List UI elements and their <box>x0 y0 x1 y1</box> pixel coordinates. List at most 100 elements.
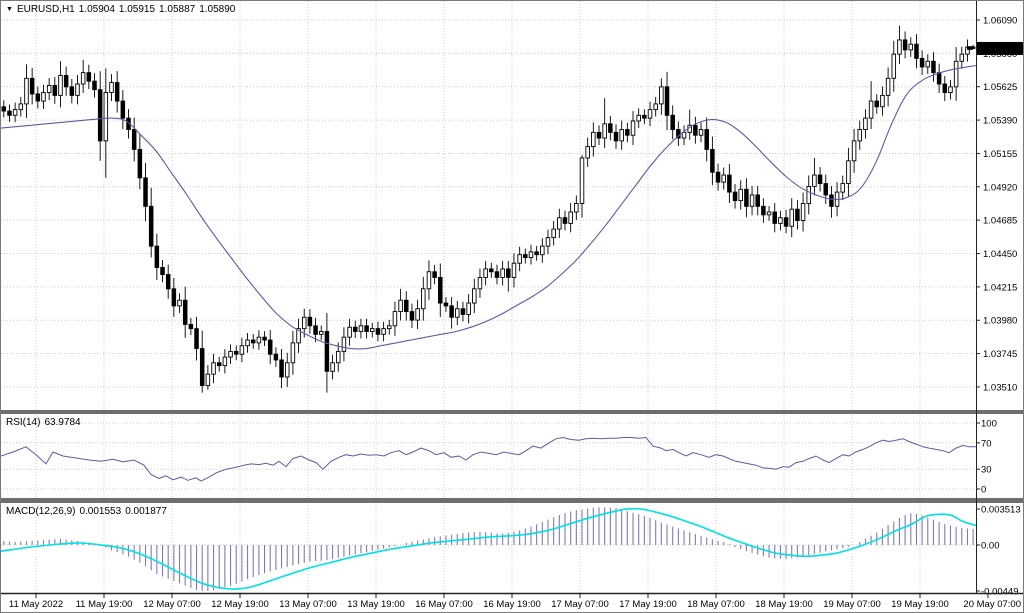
time-axis-label: 16 May 19:00 <box>483 599 541 610</box>
candle-bull <box>885 77 891 96</box>
candle-bull <box>568 211 573 224</box>
candle-bull <box>653 103 658 111</box>
candle-bear <box>664 86 670 116</box>
time-axis-label: 18 May 19:00 <box>755 599 813 610</box>
rsi-axis-label: 30 <box>981 465 992 476</box>
candle-bear <box>523 254 528 258</box>
candle-bear <box>233 350 239 355</box>
candle-bull <box>953 60 959 88</box>
candle-bear <box>194 328 199 350</box>
macd-axis-label: -0.00449 <box>981 586 1019 597</box>
macd-indicator-label: MACD(12,26,9) 0.001553 0.001877 <box>6 506 171 517</box>
candle-bear <box>772 211 777 224</box>
candle-bull <box>466 302 471 315</box>
time-axis-label: 11 May 19:00 <box>76 599 133 610</box>
macd-panel <box>1 507 977 591</box>
time-axis-label: 11 May 2022 <box>9 599 63 610</box>
candle-bear <box>732 191 738 202</box>
candle-bear <box>307 316 313 327</box>
candle-bear <box>267 339 273 355</box>
candle-bull <box>778 217 783 224</box>
candle-bull <box>330 362 335 372</box>
candle-bull <box>290 342 296 364</box>
candle-bear <box>460 308 466 315</box>
ohlc-close-value: 1.05890 <box>199 4 236 15</box>
candle-bear <box>131 129 137 150</box>
macd-axis-label: 0.003513 <box>981 505 1021 516</box>
candle-bull <box>46 84 52 93</box>
candle-bear <box>596 131 602 139</box>
candle-bear <box>432 271 437 278</box>
candle-bull <box>103 92 109 142</box>
ohlc-open-value: 1.05904 <box>78 4 115 15</box>
candle-bear <box>942 83 948 93</box>
candle-bull <box>301 316 307 330</box>
moving-average-line <box>1 64 977 350</box>
candle-bull <box>296 328 301 344</box>
candle-bear <box>160 267 165 276</box>
candle-bull <box>477 276 483 290</box>
price-axis[interactable]: 1.060901.058601.056251.053901.051551.049… <box>976 1 1021 597</box>
candle-bear <box>704 129 709 150</box>
candle-bull <box>551 228 556 239</box>
time-axis-label: 16 May 07:00 <box>415 599 473 610</box>
candle-bull <box>455 308 460 318</box>
candle-bear <box>817 174 823 185</box>
candle-bear <box>693 124 698 136</box>
candle-bull <box>636 114 641 122</box>
candle-bear <box>114 82 120 102</box>
current-price-tag-text: 1.05890 <box>982 44 1016 55</box>
candle-bear <box>755 194 760 207</box>
candle-bull <box>358 325 364 332</box>
candle-bull <box>347 326 352 338</box>
current-price-tag-bg <box>977 41 1023 55</box>
current-price-tag: 1.05890 <box>977 41 1023 55</box>
candle-bear <box>154 245 160 268</box>
candle-bull <box>749 194 755 207</box>
candle-bear <box>562 217 568 224</box>
candle-bear <box>35 93 41 102</box>
candle-bull <box>341 336 347 352</box>
candle-bear <box>404 299 409 313</box>
candle-bull <box>591 131 596 148</box>
candle-bull <box>284 362 290 378</box>
candle-bull <box>58 75 63 96</box>
macd-label: MACD(12,26,9) <box>6 506 76 517</box>
candle-bull <box>500 268 505 278</box>
panel-separator[interactable] <box>1 410 1024 414</box>
candle-bull <box>602 123 607 139</box>
candle-bull <box>205 373 211 386</box>
candle-bull <box>925 60 931 68</box>
ma-line <box>1 64 977 350</box>
candle-bull <box>846 160 851 185</box>
price-axis-label: 1.03745 <box>983 349 1017 360</box>
rsi-indicator-label: RSI(14) 63.9784 <box>6 417 85 428</box>
candle-bear <box>506 268 511 278</box>
candle-bear <box>199 348 205 386</box>
candle-bull <box>619 129 624 142</box>
candle-bear <box>324 331 330 372</box>
candle-bear <box>715 171 721 183</box>
candle-bull <box>891 53 897 79</box>
panel-separators[interactable] <box>1 410 1024 503</box>
time-axis[interactable]: 11 May 2022 11 May 19:00 12 May 07:00 12 Ma… <box>1 592 1024 611</box>
price-axis-label: 1.03510 <box>983 382 1017 393</box>
rsi-axis-label: 0 <box>981 485 986 496</box>
candle-bull <box>18 103 24 111</box>
candle-bull <box>540 245 545 256</box>
candle-bear <box>148 205 154 247</box>
candle-bear <box>931 60 936 74</box>
candle-bull <box>698 129 704 136</box>
candle-bear <box>171 288 177 307</box>
candle-bull <box>800 203 806 221</box>
time-axis-label: 17 May 07:00 <box>551 599 609 610</box>
price-axis-label: 1.04920 <box>983 182 1017 193</box>
panel-separator[interactable] <box>1 498 1024 503</box>
candle-bull <box>381 328 386 335</box>
candle-bull <box>681 131 687 139</box>
candle-bull <box>857 129 863 142</box>
candle-bear <box>52 84 58 96</box>
macd-signal-value: 0.001877 <box>125 506 167 517</box>
candle-bull <box>24 77 29 105</box>
